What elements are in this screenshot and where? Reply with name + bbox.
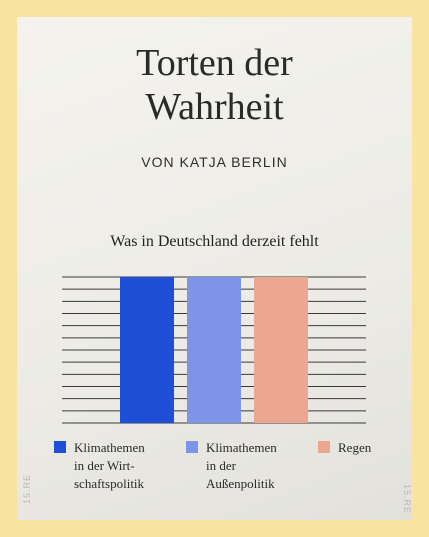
legend-label: Klimathemen in der Außenpolitik bbox=[206, 440, 277, 491]
page-title-line1: Torten der bbox=[136, 42, 293, 84]
bar-1 bbox=[120, 277, 174, 423]
watermark-left: 15.RE bbox=[22, 473, 32, 504]
page-title-line2: Wahrheit bbox=[145, 86, 284, 128]
legend-swatch bbox=[186, 441, 198, 453]
bar-2 bbox=[187, 277, 241, 423]
legend-item-2: Klimathemen in der Außenpolitik bbox=[186, 439, 277, 493]
watermark-right: 15.RE bbox=[402, 484, 412, 515]
chart-bars bbox=[120, 277, 308, 423]
legend-item-3: Regen bbox=[318, 439, 371, 457]
card bbox=[17, 17, 412, 520]
chart-title: Was in Deutschland derzeit fehlt bbox=[110, 233, 319, 250]
legend-label: Klimathemen in der Wirt- schaftspolitik bbox=[74, 440, 145, 491]
legend-item-1: Klimathemen in der Wirt- schaftspolitik bbox=[54, 439, 145, 493]
legend-label: Regen bbox=[338, 440, 372, 455]
legend-swatch bbox=[318, 441, 330, 453]
byline: VON KATJA BERLIN bbox=[141, 154, 288, 170]
bar-3 bbox=[254, 277, 308, 423]
legend-swatch bbox=[54, 441, 66, 453]
